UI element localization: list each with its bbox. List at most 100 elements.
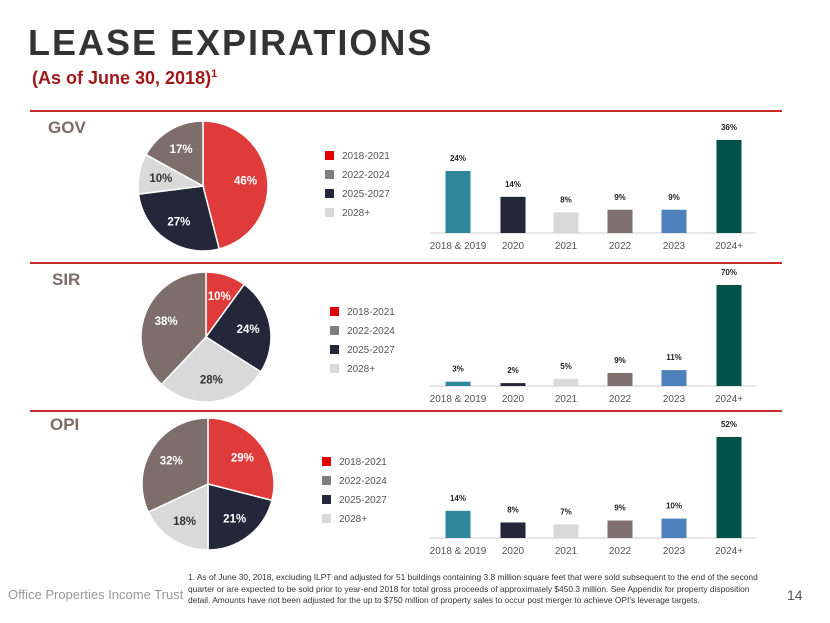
bar [445,381,471,386]
legend-swatch [330,345,339,354]
pie-slice [141,417,209,514]
legend-swatch [322,457,331,466]
bar-value-label: 2% [507,366,519,375]
x-tick-label: 2022 [609,241,632,252]
bar [661,209,687,233]
section-divider [30,110,782,112]
pie-label: 46% [234,176,257,188]
bar-value-label: 8% [560,195,572,204]
legend-swatch [325,189,334,198]
x-tick-label: 2023 [663,241,686,252]
bar [445,171,471,233]
bar-value-label: 36% [721,123,737,132]
bar-value-label: 3% [452,365,464,374]
legend-label: 2028+ [339,514,367,525]
bar-value-label: 7% [560,507,572,516]
pie-slice [160,336,262,403]
x-tick-label: 2018 & 2019 [430,241,487,252]
bar [661,370,687,386]
pie-slice [140,271,207,386]
bar [607,209,633,233]
pie-label: 28% [200,375,223,387]
bar [607,520,633,538]
bar [716,437,742,538]
pie-slice [137,185,221,252]
bar [553,212,579,233]
bar [500,522,526,538]
pie-label: 24% [237,324,260,336]
legend-label: 2018-2021 [342,151,390,162]
x-tick-label: 2018 & 2019 [430,546,487,557]
bar-value-label: 24% [450,154,466,163]
x-tick-label: 2024+ [715,394,743,405]
page-subtitle: (As of June 30, 2018)1 [32,68,217,89]
bar-value-label: 70% [721,268,737,277]
legend-label: 2018-2021 [339,457,387,468]
legend-label: 2018-2021 [347,307,395,318]
legend-label: 2028+ [347,364,375,375]
company-name-footer: Office Properties Income Trust [8,587,184,602]
pie-label: 18% [173,516,196,528]
section-divider [30,410,782,412]
legend-swatch [325,208,334,217]
pie-label: 32% [160,456,183,468]
footnote: 1. As of June 30, 2018, excluding ILPT a… [188,572,758,606]
legend-label: 2025-2027 [347,345,395,356]
x-tick-label: 2022 [609,546,632,557]
legend-label: 2028+ [342,208,370,219]
x-tick-label: 2020 [502,394,525,405]
bar-value-label: 8% [507,505,519,514]
pie-label: 27% [167,216,190,228]
pie-label: 21% [223,513,246,525]
pie-label: 38% [155,316,178,328]
x-tick-label: 2021 [555,241,578,252]
legend-label: 2022-2024 [342,170,390,181]
legend-swatch [330,326,339,335]
legend-swatch [322,476,331,485]
legend-swatch [322,495,331,504]
x-tick-label: 2021 [555,394,578,405]
legend-swatch [322,514,331,523]
bar-value-label: 52% [721,420,737,429]
legend-swatch [325,170,334,179]
bar [716,285,742,386]
bar-value-label: 9% [614,193,626,202]
bar [500,196,526,233]
bar [500,383,526,386]
section-label-sir: SIR [52,270,81,289]
legend-label: 2022-2024 [347,326,395,337]
bar-value-label: 10% [666,502,682,511]
footnote-marker: 1 [211,68,218,80]
pie-slice [147,482,209,551]
bar-value-label: 9% [614,504,626,513]
subtitle-text: (As of June 30, 2018) [32,68,212,88]
pie-label: 29% [231,452,254,464]
pie-slice [207,417,275,502]
pie-slice [207,483,273,551]
legend-swatch [325,151,334,160]
bar-value-label: 9% [668,193,680,202]
pie-slice [145,120,204,188]
section-label-gov: GOV [48,118,86,137]
bar-value-label: 5% [560,362,572,371]
pie-label: 17% [170,144,193,156]
x-tick-label: 2022 [609,394,632,405]
legend-label: 2025-2027 [339,495,387,506]
x-tick-label: 2018 & 2019 [430,394,487,405]
bar [553,378,579,386]
x-tick-label: 2024+ [715,241,743,252]
legend-label: 2025-2027 [342,189,390,200]
x-tick-label: 2020 [502,241,525,252]
x-tick-label: 2023 [663,394,686,405]
bar [445,510,471,538]
pie-label: 10% [149,173,172,185]
legend-swatch [330,364,339,373]
bar-value-label: 11% [666,353,682,362]
x-tick-label: 2023 [663,546,686,557]
bar [716,140,742,233]
section-divider [30,262,782,264]
page-number: 14 [787,587,803,603]
bar [607,373,633,386]
bar-value-label: 14% [505,180,521,189]
